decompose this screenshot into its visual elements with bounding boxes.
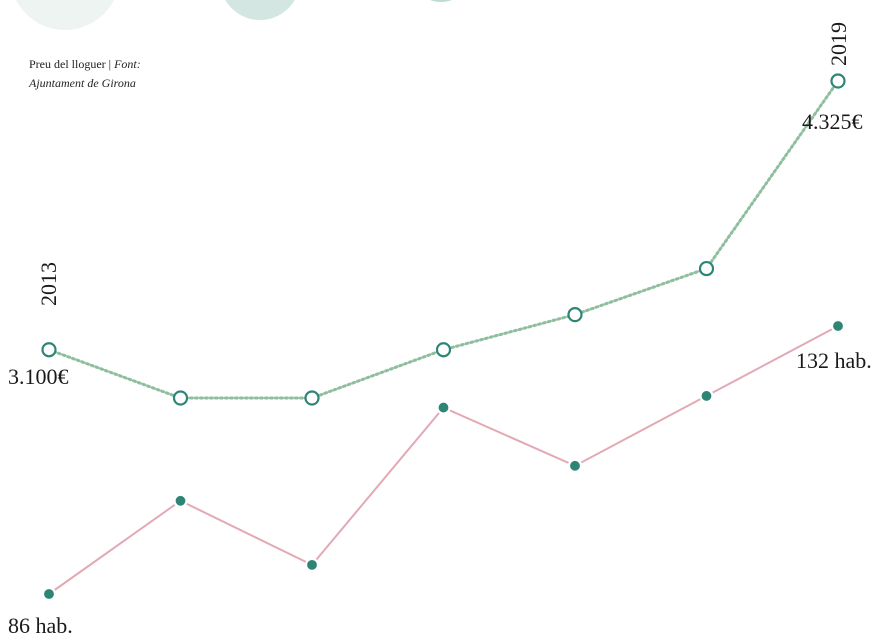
price-point-2017 [567, 307, 583, 323]
source-name: Ajuntament de Girona [29, 76, 136, 90]
caption-text: Preu del lloguer | [29, 57, 112, 71]
decor-circle-right [410, 0, 472, 2]
price-point-2019 [830, 73, 846, 89]
price-end-label: 4.325€ [802, 109, 863, 134]
rooms-start-label: 86 hab. [8, 613, 73, 638]
rooms-point-2015 [304, 557, 320, 572]
rooms-point-2013 [41, 586, 57, 602]
rooms-point-2016 [436, 400, 451, 415]
series-markers [41, 73, 846, 602]
rooms-point-2017 [567, 458, 583, 473]
rooms-series-line [48, 325, 839, 595]
rooms-point-2019 [830, 318, 846, 334]
source-note: Preu del lloguer | Font: Ajuntament de G… [29, 55, 141, 93]
price-point-2018 [698, 260, 715, 277]
price-point-2014 [172, 390, 189, 406]
rooms-end-label: 132 hab. [796, 348, 872, 373]
price-start-label: 3.100€ [8, 364, 69, 389]
rooms-point-2018 [699, 388, 714, 404]
price-point-2013 [41, 342, 57, 358]
series-lines [47, 79, 840, 595]
rooms-point-2014 [173, 493, 188, 508]
price-point-2015 [304, 390, 320, 406]
source-label: Font: [114, 57, 141, 71]
end-year-label: 2019 [826, 22, 851, 66]
price-point-2016 [435, 342, 452, 358]
start-year-label: 2013 [36, 262, 61, 306]
